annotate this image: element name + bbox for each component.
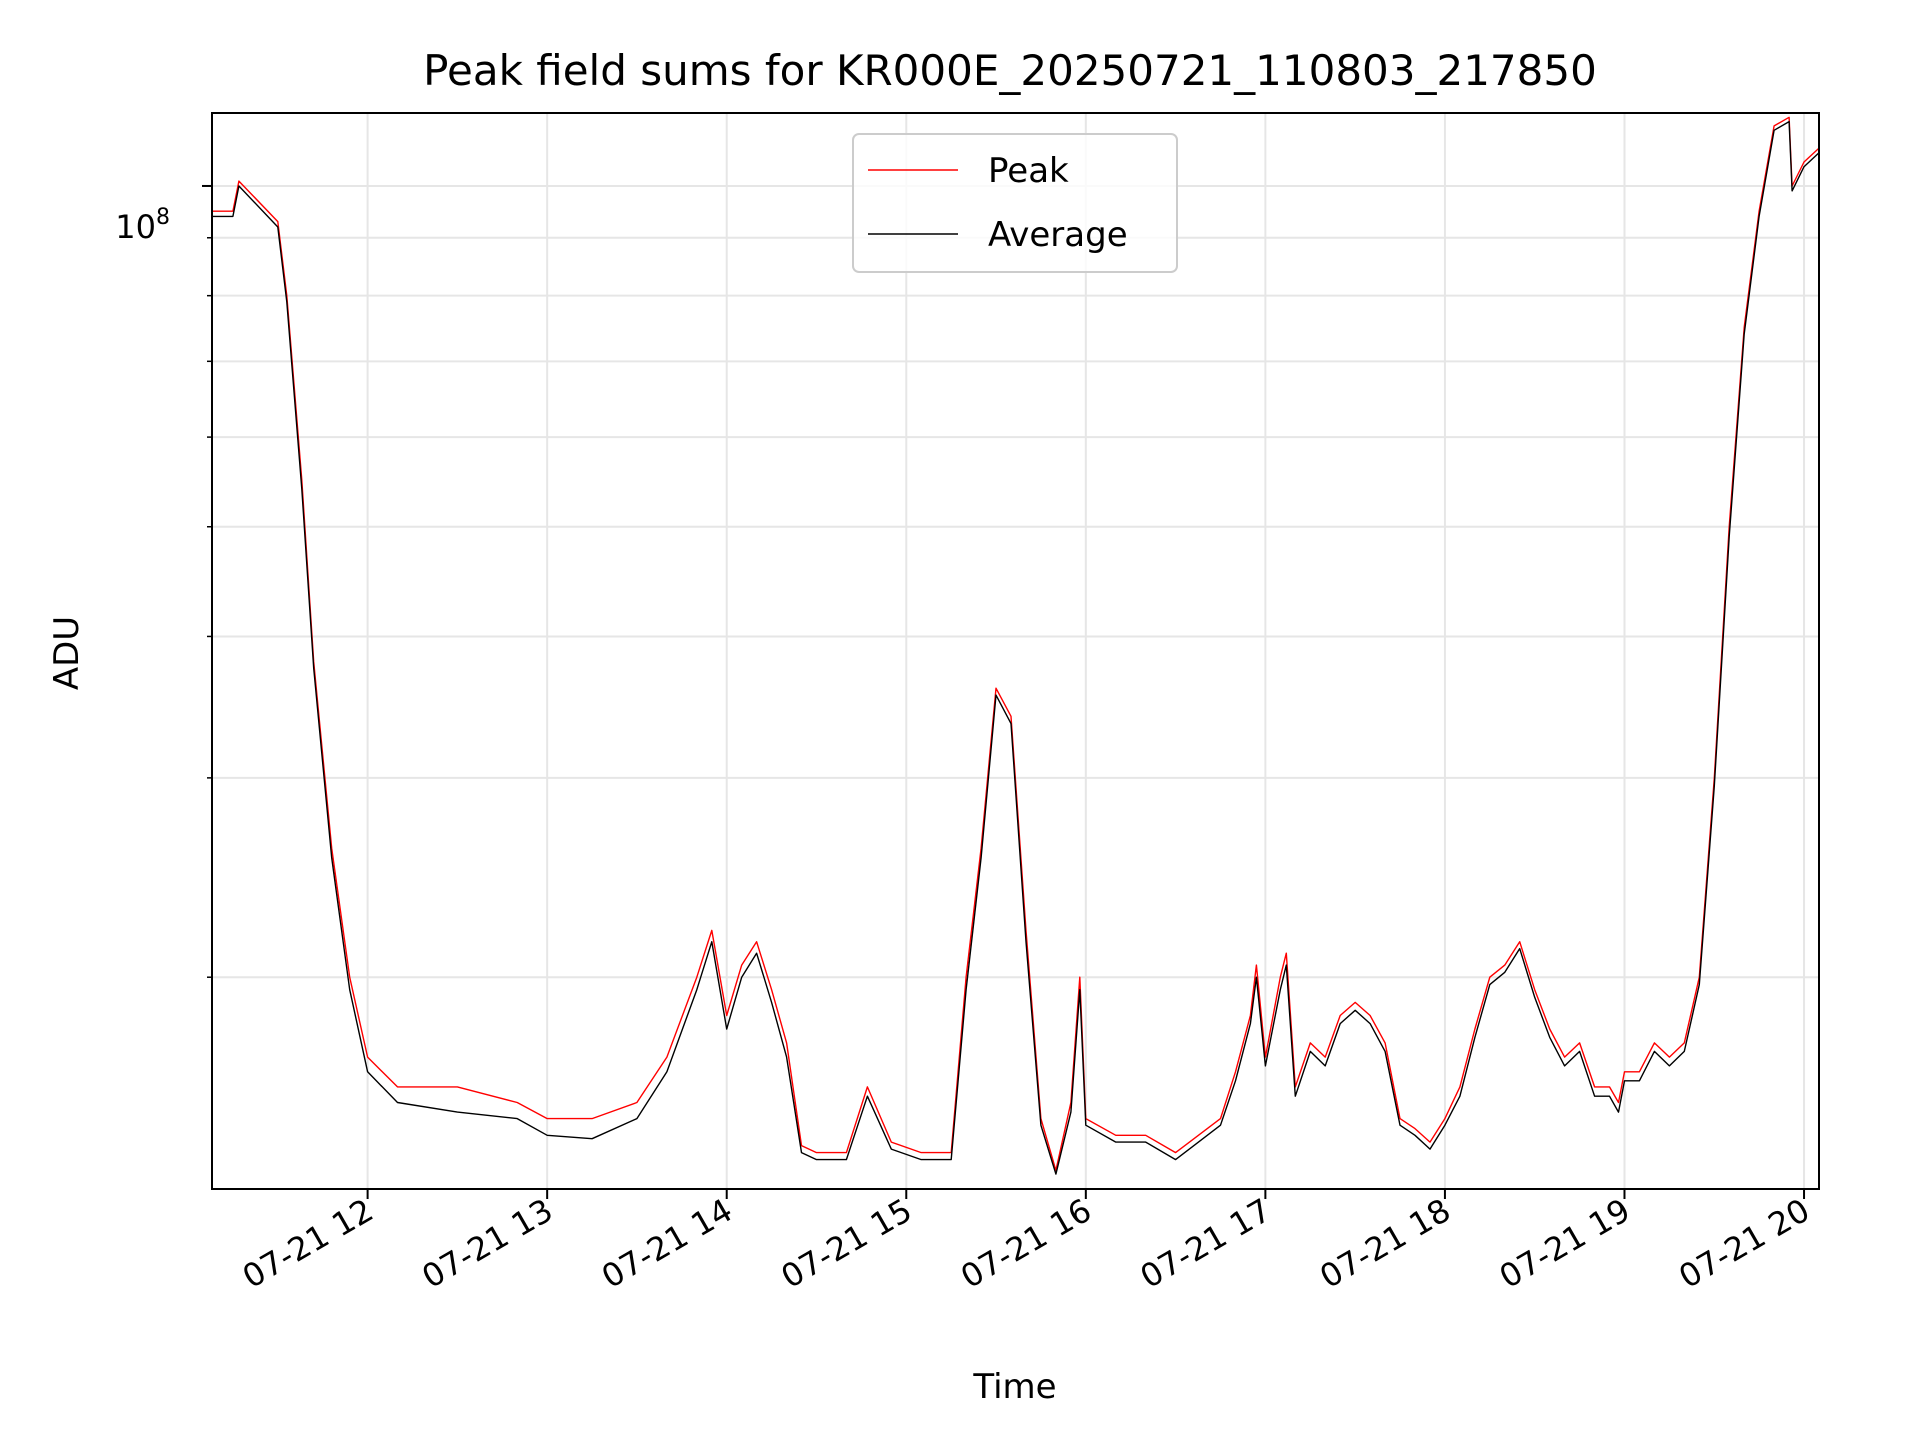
series-line-peak xyxy=(212,116,1820,1172)
legend-label-peak: Peak xyxy=(988,151,1069,191)
series-line-average xyxy=(212,120,1820,1175)
plot-frame xyxy=(211,112,1820,1190)
y-axis-label: ADU xyxy=(47,616,87,690)
axis-ticks xyxy=(202,184,1806,1199)
legend: Peak Average xyxy=(852,133,1178,273)
chart-title: Peak field sums for KR000E_20250721_1108… xyxy=(423,46,1597,95)
svg-text:108: 108 xyxy=(115,205,170,246)
y-tick-exponent: 8 xyxy=(156,205,170,230)
plot-lines xyxy=(212,116,1820,1175)
legend-box xyxy=(852,133,1178,273)
y-tick-base: 10 xyxy=(115,208,156,246)
y-tick-label-major: 108 xyxy=(115,205,170,246)
x-axis-label: Time xyxy=(972,1367,1056,1407)
legend-label-average: Average xyxy=(988,215,1128,255)
